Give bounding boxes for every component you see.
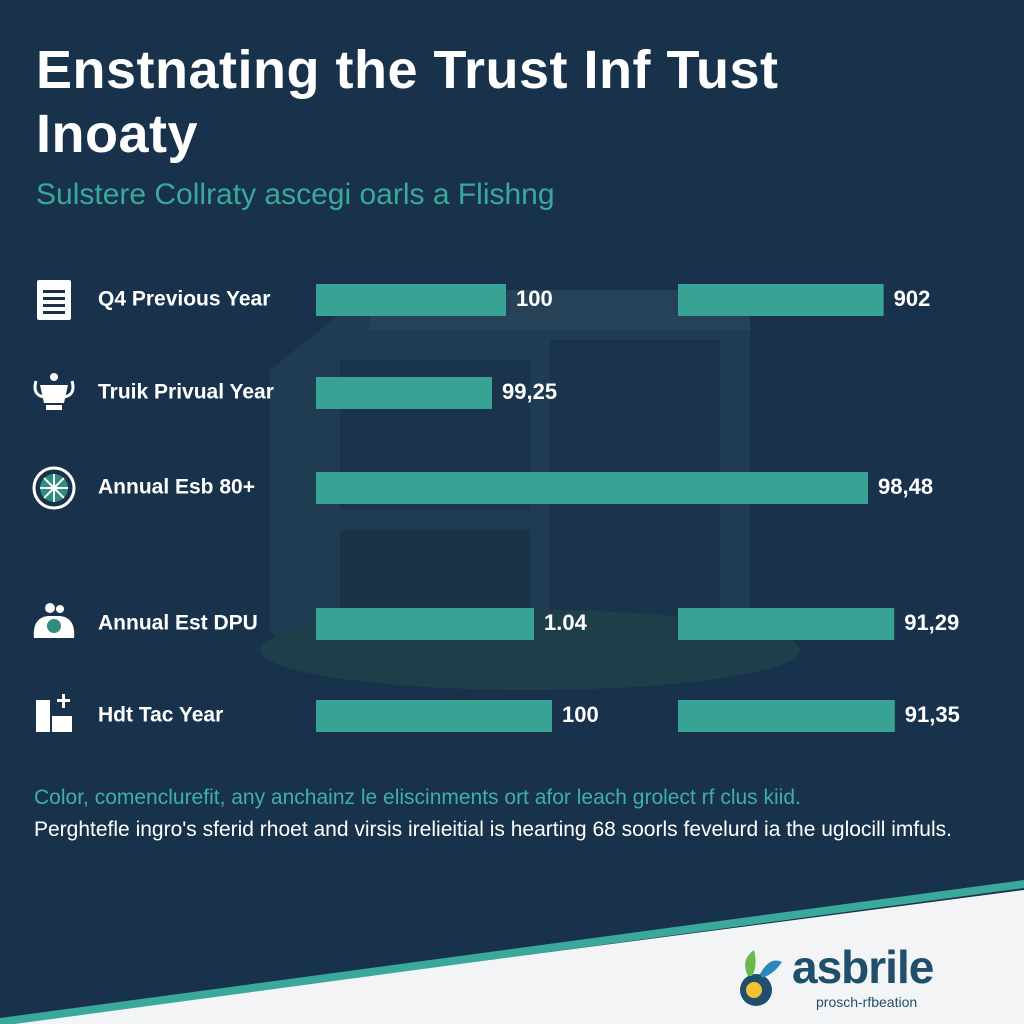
bar-chart-svg: Q4 Previous Year 100 902 Truik Privual Year… bbox=[32, 280, 960, 732]
bar-series-2 bbox=[678, 608, 895, 640]
category-label: Hdt Tac Year bbox=[98, 704, 223, 727]
trophy-icon-part bbox=[50, 373, 58, 381]
building-plus-icon-part bbox=[52, 716, 72, 732]
wheel-icon bbox=[32, 466, 76, 510]
trophy-icon-part bbox=[40, 385, 68, 403]
logo-wordmark: asbrile bbox=[792, 941, 934, 993]
building-plus-icon-part bbox=[36, 700, 50, 732]
data-label-series-1: 99,25 bbox=[502, 379, 557, 404]
trophy-icon-part bbox=[46, 405, 62, 410]
bar-series-1 bbox=[316, 284, 506, 316]
category-label: Truik Privual Year bbox=[98, 381, 274, 404]
trophy-icon-part bbox=[63, 380, 75, 399]
data-label-series-1: 100 bbox=[516, 286, 553, 311]
document-icon-part bbox=[43, 311, 65, 314]
building-plus-icon-part bbox=[57, 699, 70, 702]
bar-series-2 bbox=[678, 700, 895, 732]
trophy-icon-part bbox=[33, 380, 45, 399]
money-bag-icon-part bbox=[45, 603, 55, 613]
wheel-icon-part bbox=[32, 466, 76, 510]
wheel-icon-part bbox=[43, 487, 55, 499]
bar-series-1 bbox=[316, 377, 492, 409]
bar-series-1 bbox=[316, 608, 534, 640]
bar-chart: Q4 Previous Year 100 902 Truik Privual Year… bbox=[32, 280, 960, 732]
data-label-series-1: 100 bbox=[562, 702, 599, 727]
logo-tagline: prosch-rfbeation bbox=[816, 994, 918, 1010]
page-title: Enstnating the Trust Inf Tust Inoaty bbox=[36, 40, 779, 164]
document-icon-part bbox=[43, 304, 65, 307]
bar-series-1 bbox=[316, 700, 552, 732]
bar-series-2 bbox=[678, 284, 884, 316]
page-subtitle: Sulstere Collraty ascegi oarls a Flishng bbox=[36, 178, 555, 211]
wheel-icon-part bbox=[53, 477, 65, 489]
bar-series-1 bbox=[316, 472, 868, 504]
wheel-icon-part bbox=[53, 487, 65, 499]
data-label-series-2: 91,35 bbox=[905, 702, 960, 727]
money-bag-icon-part bbox=[56, 605, 64, 613]
logo-mark-icon bbox=[740, 950, 782, 1006]
category-label: Annual Est DPU bbox=[98, 612, 258, 635]
data-label-series-1: 1.04 bbox=[544, 610, 588, 635]
footnote-2: Perghtefle ingro's sferid rhoet and virs… bbox=[34, 818, 952, 841]
data-label-series-1: 98,48 bbox=[878, 474, 933, 499]
trophy-icon bbox=[33, 373, 75, 410]
category-label: Annual Esb 80+ bbox=[98, 476, 255, 499]
data-label-series-2: 91,29 bbox=[904, 610, 959, 635]
document-icon-part bbox=[43, 297, 65, 300]
document-icon-part bbox=[43, 290, 65, 293]
money-bag-icon bbox=[33, 603, 75, 638]
document-icon bbox=[37, 280, 71, 320]
brand-logo: asbrile prosch-rfbeation bbox=[734, 940, 994, 1015]
wheel-icon-part bbox=[43, 477, 55, 489]
footnote-1: Color, comenclurefit, any anchainz le el… bbox=[34, 786, 801, 809]
building-plus-icon bbox=[36, 694, 72, 732]
category-label: Q4 Previous Year bbox=[98, 288, 270, 311]
data-label-series-2: 902 bbox=[894, 286, 931, 311]
money-bag-icon-part bbox=[47, 619, 61, 633]
